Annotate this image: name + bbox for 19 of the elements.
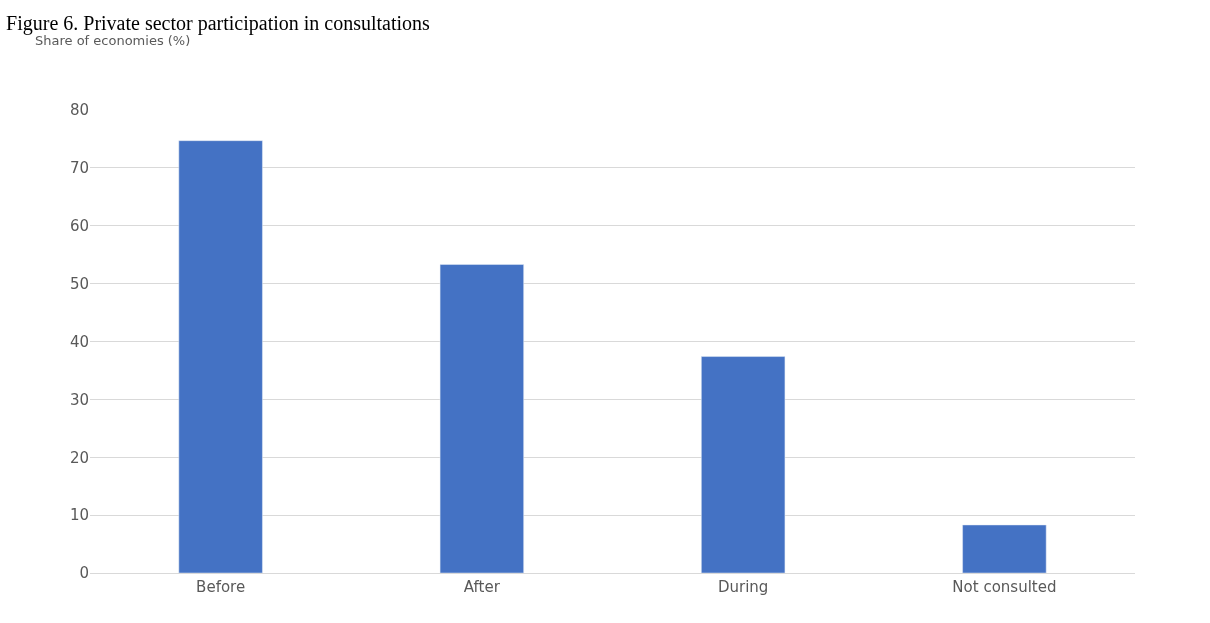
y-tick-label: 60 [69, 217, 89, 235]
bar [439, 264, 524, 573]
x-tick-label: During [717, 578, 769, 596]
y-tick-label: 80 [69, 101, 89, 120]
y-tick-label: 0 [79, 564, 89, 583]
bar [701, 356, 786, 573]
y-tick-label: 10 [69, 506, 89, 525]
x-tick-label: Before [196, 578, 246, 596]
chart-title: Figure 6. Private sector participation in consultations [6, 11, 431, 35]
y-tick-label: 40 [69, 332, 89, 351]
bar [962, 524, 1047, 573]
y-tick-label: 20 [69, 448, 89, 467]
x-tick-label: Not consulted [952, 578, 1057, 596]
y-tick-label: 70 [69, 159, 89, 178]
y-axis-title: Share of economies (%) [35, 33, 191, 48]
bar [178, 140, 263, 573]
y-tick-label: 50 [69, 274, 89, 293]
x-tick-label: After [463, 578, 501, 596]
y-tick-label: 30 [69, 390, 89, 409]
